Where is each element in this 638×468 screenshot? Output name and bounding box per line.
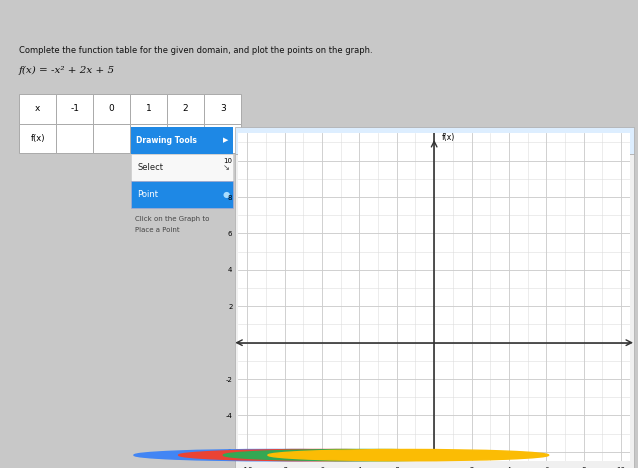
Text: ↺ Reset: ↺ Reset [536,137,563,143]
Bar [131,127,233,154]
FancyBboxPatch shape [19,94,56,124]
Circle shape [134,449,415,461]
FancyBboxPatch shape [19,124,56,154]
Text: ↩ Undo: ↩ Undo [478,137,505,143]
Bar [235,154,634,468]
Text: 2: 2 [183,104,188,113]
Circle shape [268,449,549,461]
Bar [131,154,233,181]
Text: f(x) = -x² + 2x + 5: f(x) = -x² + 2x + 5 [19,66,115,74]
Bar [131,181,233,208]
Text: ▶: ▶ [223,137,228,143]
FancyBboxPatch shape [93,94,130,124]
FancyBboxPatch shape [204,94,241,124]
FancyBboxPatch shape [167,94,204,124]
Text: f(x): f(x) [31,134,45,143]
FancyBboxPatch shape [204,124,241,154]
Bar [235,127,634,154]
Text: Select: Select [137,163,163,172]
Text: f(x): f(x) [441,133,455,142]
Circle shape [179,449,459,461]
Text: ●: ● [223,190,230,199]
Text: Place a Point: Place a Point [135,227,179,233]
FancyBboxPatch shape [130,124,167,154]
FancyBboxPatch shape [130,94,167,124]
FancyBboxPatch shape [93,124,130,154]
Text: Click on the Graph to: Click on the Graph to [135,216,209,222]
Text: ↘: ↘ [223,163,230,172]
Text: 1: 1 [145,104,152,113]
Text: Click on a tool to begin drawing: Click on a tool to begin drawing [241,137,352,143]
Text: 0: 0 [108,104,115,113]
Text: Drawing Tools: Drawing Tools [136,136,197,145]
Text: Complete the function table for the given domain, and plot the points on the gra: Complete the function table for the give… [19,46,373,55]
Text: 3: 3 [219,104,226,113]
FancyBboxPatch shape [167,124,204,154]
Text: -1: -1 [70,104,79,113]
FancyBboxPatch shape [56,94,93,124]
FancyBboxPatch shape [56,124,93,154]
Text: Point: Point [137,190,158,199]
Text: x: x [35,104,40,113]
Circle shape [223,449,504,461]
